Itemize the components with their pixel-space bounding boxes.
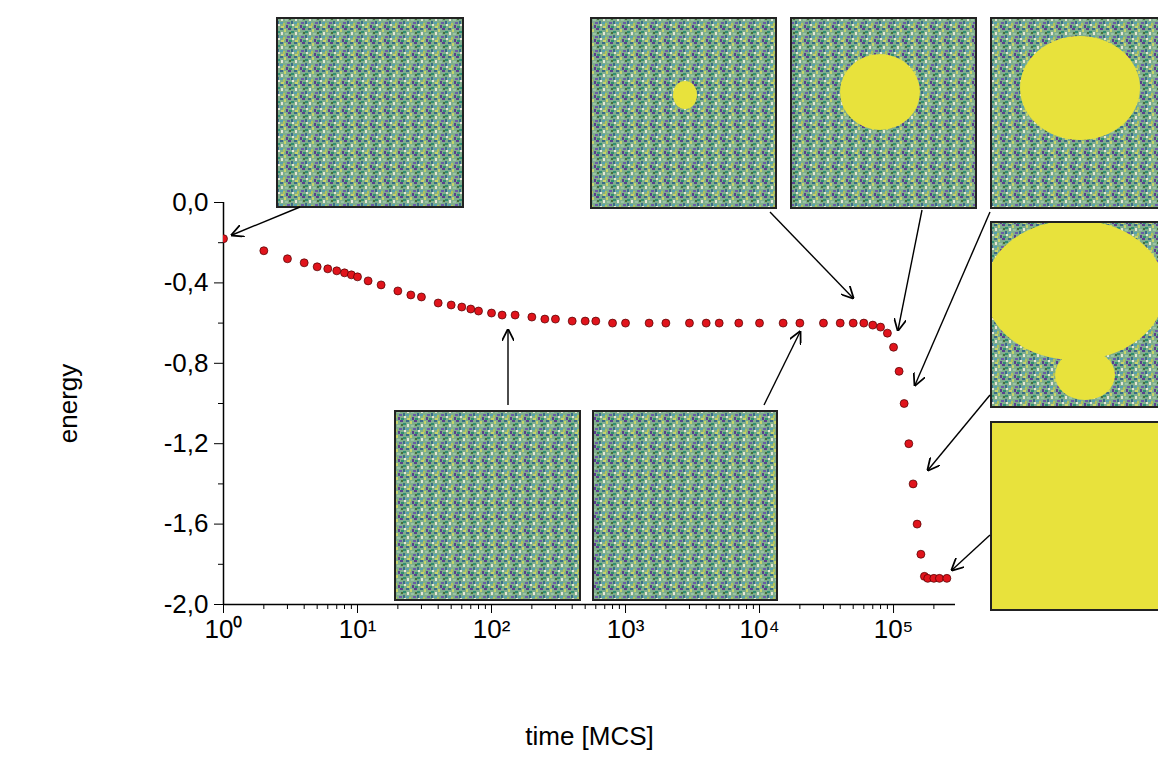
svg-text:10⁵: 10⁵ [874, 614, 914, 644]
svg-text:10⁰: 10⁰ [205, 614, 243, 644]
svg-text:-2,0: -2,0 [164, 589, 209, 619]
svg-text:0,0: 0,0 [172, 187, 208, 217]
svg-text:-1,6: -1,6 [164, 508, 209, 538]
svg-text:10²: 10² [473, 614, 511, 644]
svg-text:-0,8: -0,8 [164, 348, 209, 378]
svg-text:energy: energy [53, 364, 83, 444]
svg-text:10³: 10³ [607, 614, 645, 644]
svg-text:-0,4: -0,4 [164, 267, 209, 297]
svg-text:-1,2: -1,2 [164, 428, 209, 458]
svg-text:10⁴: 10⁴ [739, 614, 779, 644]
svg-text:time [MCS]: time [MCS] [525, 721, 654, 751]
svg-text:10¹: 10¹ [339, 614, 377, 644]
